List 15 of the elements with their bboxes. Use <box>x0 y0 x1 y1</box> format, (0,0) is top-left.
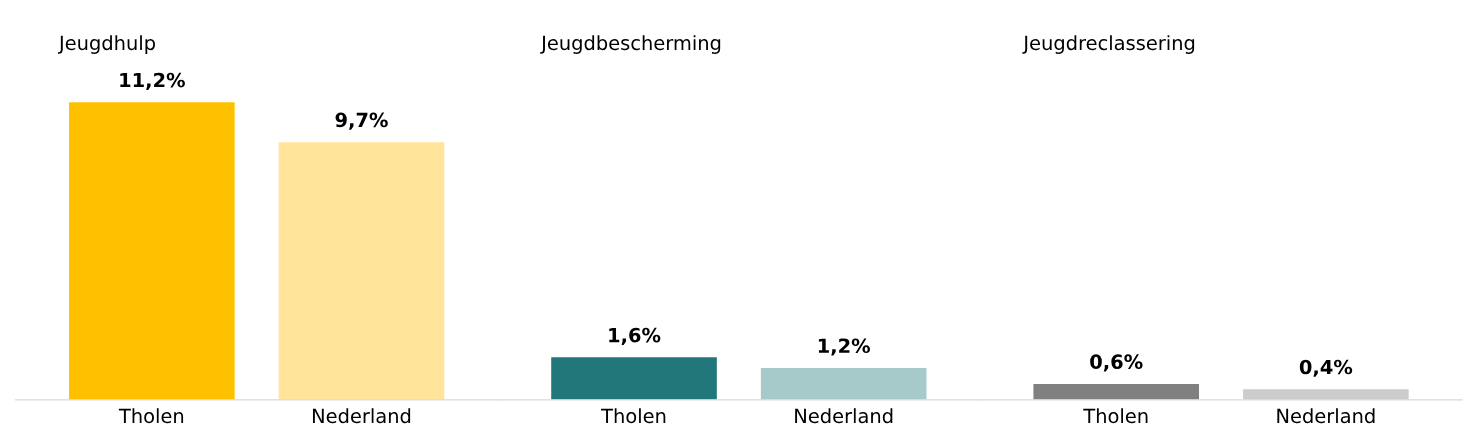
chart-title: Jeugdbescherming <box>540 35 721 54</box>
x-tick-label: Tholen <box>118 408 184 424</box>
x-tick-label: Tholen <box>601 408 666 424</box>
data-label: 1,2% <box>818 338 871 356</box>
data-label: 9,7% <box>335 112 388 130</box>
data-label: 11,2% <box>120 72 185 90</box>
x-tick-label: Nederland <box>795 408 893 424</box>
data-label: 0,4% <box>1299 359 1353 377</box>
x-tick-label: Nederland <box>1277 408 1375 424</box>
data-label: 0,6% <box>1090 354 1143 372</box>
x-tick-label: Tholen <box>1083 408 1148 424</box>
chart-title: Jeugdreclassering <box>1022 35 1195 54</box>
chart-title: Jeugdhulp <box>57 35 155 54</box>
data-label: 1,6% <box>609 327 661 345</box>
x-tick-label: Nederland <box>312 408 411 424</box>
